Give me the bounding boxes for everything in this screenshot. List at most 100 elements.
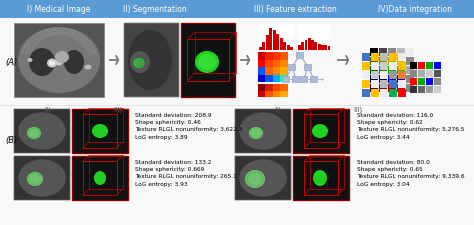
Bar: [406, 66, 414, 75]
Bar: [281, 75, 288, 83]
Text: III): III): [354, 106, 363, 113]
Ellipse shape: [248, 173, 262, 185]
Bar: [297, 53, 303, 59]
Ellipse shape: [28, 173, 42, 185]
Bar: [328, 47, 330, 51]
Bar: [362, 80, 371, 89]
Bar: [308, 39, 310, 51]
Bar: [410, 86, 418, 94]
Bar: [371, 62, 380, 71]
Bar: [379, 75, 388, 84]
Bar: [273, 75, 281, 83]
Text: III) Feature extraction: III) Feature extraction: [254, 5, 337, 14]
Bar: [426, 78, 434, 86]
Text: Standard deviation: 208.9
Shape sphericity: 0.46
Texture RLGL nonuniformity: 3,6: Standard deviation: 208.9 Shape spherici…: [135, 112, 243, 139]
Ellipse shape: [313, 170, 327, 186]
Ellipse shape: [47, 59, 57, 68]
Bar: [287, 46, 290, 51]
Ellipse shape: [246, 171, 264, 187]
Bar: [265, 85, 273, 91]
Bar: [371, 89, 380, 98]
Bar: [304, 65, 311, 71]
Bar: [298, 46, 301, 51]
Bar: [281, 60, 288, 68]
Bar: [388, 57, 396, 66]
Bar: [398, 53, 407, 62]
Bar: [362, 71, 371, 80]
Bar: [398, 89, 407, 98]
Bar: [371, 89, 380, 98]
Bar: [434, 70, 441, 78]
Bar: [14, 110, 70, 153]
Bar: [397, 66, 405, 75]
Bar: [406, 48, 414, 57]
Bar: [305, 41, 308, 51]
Bar: [273, 68, 281, 75]
Bar: [0, 106, 474, 225]
Bar: [265, 68, 273, 75]
Bar: [301, 77, 308, 83]
Bar: [406, 57, 414, 66]
Ellipse shape: [84, 65, 91, 70]
Bar: [410, 70, 418, 78]
Bar: [389, 62, 398, 71]
Bar: [426, 62, 434, 70]
Ellipse shape: [250, 128, 262, 139]
Bar: [276, 35, 280, 51]
Bar: [258, 91, 265, 98]
Bar: [292, 77, 300, 83]
Bar: [0, 0, 474, 19]
Bar: [265, 53, 273, 60]
Bar: [388, 84, 396, 93]
Bar: [362, 53, 371, 62]
Bar: [0, 19, 474, 106]
Ellipse shape: [251, 129, 261, 138]
Bar: [283, 77, 290, 83]
Bar: [380, 89, 389, 98]
Ellipse shape: [55, 59, 63, 66]
Ellipse shape: [245, 170, 265, 188]
Bar: [389, 80, 398, 89]
Text: IV)Data integration: IV)Data integration: [378, 5, 452, 14]
Bar: [380, 71, 389, 80]
Bar: [379, 57, 388, 66]
Bar: [370, 84, 379, 93]
Bar: [380, 62, 389, 71]
Bar: [280, 39, 283, 51]
Bar: [273, 60, 281, 68]
Bar: [181, 24, 235, 98]
Bar: [398, 53, 407, 62]
Bar: [273, 31, 276, 51]
Bar: [397, 75, 405, 84]
Bar: [235, 156, 291, 200]
Bar: [379, 48, 388, 57]
Bar: [258, 75, 265, 83]
Bar: [258, 85, 265, 91]
Bar: [14, 110, 70, 153]
Bar: [410, 62, 418, 70]
Text: II): II): [274, 106, 282, 113]
Bar: [380, 53, 389, 62]
Bar: [398, 71, 407, 80]
Bar: [321, 46, 324, 51]
Bar: [362, 89, 371, 98]
Bar: [318, 45, 320, 51]
Ellipse shape: [29, 174, 41, 184]
Bar: [293, 110, 349, 153]
Bar: [434, 86, 441, 94]
Bar: [370, 48, 379, 57]
Bar: [273, 53, 281, 60]
Bar: [310, 77, 318, 83]
Bar: [426, 86, 434, 94]
Bar: [258, 68, 265, 75]
Ellipse shape: [128, 31, 172, 91]
Bar: [380, 80, 389, 89]
Ellipse shape: [198, 55, 216, 71]
Bar: [324, 46, 327, 51]
Bar: [388, 66, 396, 75]
Bar: [265, 75, 273, 83]
Bar: [398, 80, 407, 89]
Bar: [362, 53, 371, 62]
Bar: [301, 43, 304, 51]
Bar: [397, 48, 405, 57]
